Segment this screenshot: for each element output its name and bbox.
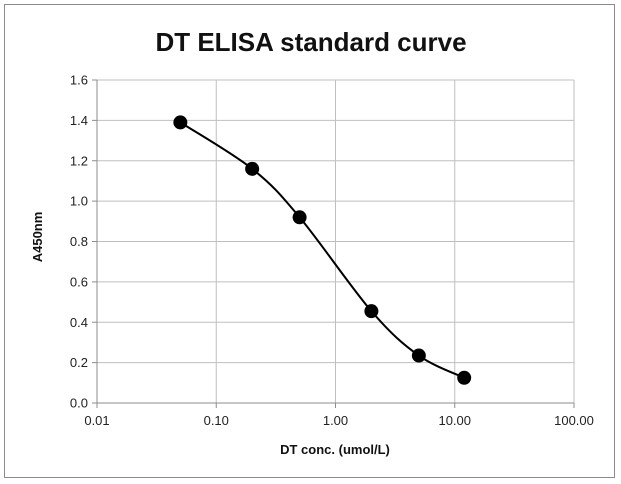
data-point (364, 304, 379, 319)
data-point (245, 161, 260, 176)
y-axis-label: A450nm (30, 212, 45, 263)
x-tick-label: 10.00 (438, 413, 471, 428)
data-point (292, 210, 307, 225)
data-point (411, 348, 426, 363)
x-tick-label: 100.00 (554, 413, 594, 428)
y-tick-label: 0.6 (70, 274, 88, 289)
chart-canvas: DT ELISA standard curve 0.01 0.10 1.00 10.0… (30, 27, 594, 457)
y-tick-label: 0.0 (70, 396, 88, 411)
y-tick-label: 0.2 (70, 355, 88, 370)
x-tick-label: 0.01 (84, 413, 109, 428)
y-tick-label: 0.8 (70, 234, 88, 249)
data-point (173, 115, 188, 130)
y-tick-label: 1.4 (70, 113, 88, 128)
x-tick-labels: 0.01 0.10 1.00 10.00 100.00 (84, 413, 594, 428)
data-point (457, 370, 472, 385)
y-tick-labels: 0.0 0.2 0.4 0.6 0.8 1.0 1.2 1.4 1.6 (70, 73, 88, 411)
y-tick-label: 1.0 (70, 194, 88, 209)
y-tick-label: 0.4 (70, 315, 88, 330)
chart-title: DT ELISA standard curve (155, 27, 466, 57)
y-tick-label: 1.6 (70, 73, 88, 88)
x-axis-label: DT conc. (umol/L) (280, 442, 390, 457)
y-tick-label: 1.2 (70, 153, 88, 168)
chart-frame: DT ELISA standard curve 0.01 0.10 1.00 10.0… (4, 4, 615, 478)
x-tick-label: 1.00 (323, 413, 348, 428)
plot-axes (92, 79, 575, 408)
series-layer (173, 115, 472, 385)
grid-lines (97, 79, 575, 403)
x-tick-label: 0.10 (204, 413, 229, 428)
